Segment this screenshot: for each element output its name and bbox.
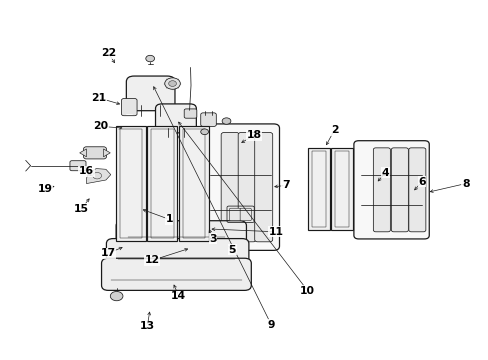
FancyBboxPatch shape — [116, 221, 246, 249]
Circle shape — [201, 129, 208, 135]
Polygon shape — [147, 126, 177, 241]
FancyBboxPatch shape — [121, 99, 137, 116]
FancyBboxPatch shape — [102, 258, 251, 291]
Circle shape — [168, 81, 176, 86]
FancyBboxPatch shape — [240, 208, 251, 221]
FancyBboxPatch shape — [221, 132, 239, 242]
Polygon shape — [330, 148, 352, 230]
Polygon shape — [80, 149, 86, 157]
Text: 11: 11 — [268, 227, 283, 237]
Text: 18: 18 — [246, 130, 261, 140]
Text: 20: 20 — [93, 121, 108, 131]
Text: 3: 3 — [209, 234, 216, 244]
Polygon shape — [307, 148, 329, 230]
Circle shape — [164, 78, 180, 89]
FancyBboxPatch shape — [408, 148, 425, 232]
FancyBboxPatch shape — [372, 148, 389, 232]
Text: 6: 6 — [417, 177, 425, 187]
Circle shape — [110, 292, 122, 301]
FancyBboxPatch shape — [201, 113, 216, 126]
Text: 7: 7 — [282, 180, 289, 190]
Circle shape — [222, 118, 230, 124]
Polygon shape — [179, 126, 208, 241]
FancyBboxPatch shape — [184, 109, 197, 118]
FancyBboxPatch shape — [353, 141, 428, 239]
FancyBboxPatch shape — [229, 208, 240, 221]
Text: 8: 8 — [461, 179, 468, 189]
FancyBboxPatch shape — [390, 148, 407, 232]
Text: 16: 16 — [79, 166, 94, 176]
FancyBboxPatch shape — [254, 132, 272, 242]
Text: 10: 10 — [300, 286, 315, 296]
Text: 15: 15 — [74, 203, 89, 213]
Polygon shape — [86, 168, 111, 184]
Text: 4: 4 — [381, 168, 388, 178]
Text: 21: 21 — [91, 93, 106, 103]
FancyBboxPatch shape — [155, 104, 196, 133]
FancyBboxPatch shape — [202, 124, 279, 250]
FancyBboxPatch shape — [70, 161, 86, 171]
Text: 13: 13 — [140, 321, 155, 332]
FancyBboxPatch shape — [83, 147, 106, 159]
Circle shape — [145, 55, 154, 62]
Text: 17: 17 — [101, 248, 116, 258]
FancyBboxPatch shape — [106, 239, 248, 269]
FancyBboxPatch shape — [126, 76, 175, 111]
Text: 19: 19 — [38, 184, 53, 194]
Polygon shape — [103, 149, 110, 157]
Polygon shape — [116, 126, 145, 241]
Text: 14: 14 — [171, 291, 186, 301]
Text: 5: 5 — [228, 245, 236, 255]
Text: 1: 1 — [165, 214, 173, 224]
Text: 12: 12 — [144, 255, 160, 265]
Text: 22: 22 — [101, 48, 116, 58]
FancyBboxPatch shape — [238, 132, 256, 242]
Text: 2: 2 — [330, 125, 338, 135]
Text: 9: 9 — [267, 320, 274, 330]
